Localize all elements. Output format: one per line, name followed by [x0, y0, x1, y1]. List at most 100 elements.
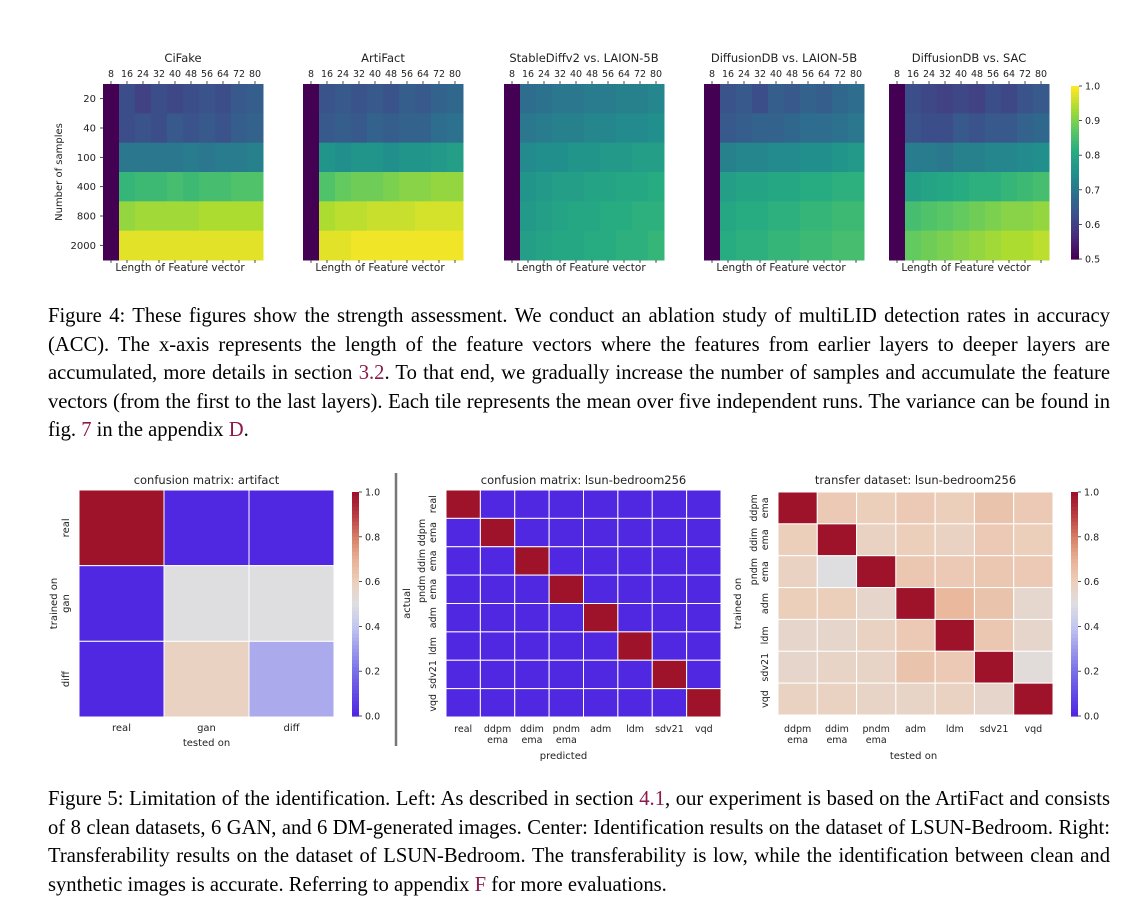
- heatmap-cell: [351, 172, 368, 202]
- matrix-cell: [583, 688, 619, 718]
- matrix-cell: [479, 574, 516, 604]
- x-tick-label: 16: [907, 69, 919, 80]
- heatmap-title: StableDiffv2 vs. LAION-5B: [509, 51, 658, 65]
- heatmap-cell: [1001, 201, 1018, 232]
- colorbar-segment: [1071, 589, 1078, 594]
- x-tick-label: 32: [353, 69, 365, 80]
- heatmap-cell: [447, 172, 464, 202]
- figure-ref-link[interactable]: 7: [81, 419, 92, 442]
- colorbar-segment: [1071, 566, 1078, 571]
- colorbar-segment: [1071, 660, 1078, 665]
- heatmap-cell: [167, 172, 184, 202]
- heatmap-cell: [784, 230, 801, 261]
- section-ref-link[interactable]: 3.2: [358, 362, 385, 385]
- matrix-cell: [895, 618, 936, 652]
- heatmap-cell: [199, 201, 216, 232]
- colorbar: 1.0 0.9 0.8 0.7 0.6 0.5: [1071, 82, 1100, 266]
- x-tick-label: 80: [650, 69, 662, 80]
- matrix-cell: [445, 517, 481, 548]
- colorbar-segment: [352, 559, 359, 564]
- matrix-cell: [514, 659, 550, 690]
- appendix-ref-link[interactable]: D: [228, 419, 244, 442]
- heatmap-cell: [768, 230, 785, 261]
- heatmap-cell: [447, 230, 464, 261]
- colorbar-segment: [1071, 158, 1079, 162]
- colorbar-segment: [352, 682, 359, 687]
- colorbar-segment: [1071, 611, 1078, 616]
- y-tick-label: adm: [428, 607, 439, 628]
- x-axis-label: Length of Feature vector: [115, 262, 245, 274]
- colorbar-segment: [1071, 544, 1078, 549]
- heatmap-cell: [889, 201, 906, 232]
- heatmap-cell: [151, 201, 168, 232]
- colorbar-segment: [1071, 247, 1079, 251]
- matrix-cell: [248, 640, 335, 718]
- matrix-cell: [973, 650, 1015, 684]
- x-tick-label: 72: [834, 69, 846, 80]
- heatmap-cell: [383, 230, 400, 261]
- matrix-cell: [163, 489, 250, 567]
- x-tick-label: diff: [283, 723, 300, 734]
- heatmap-cell: [552, 113, 569, 144]
- x-tick-label: ldm: [626, 724, 644, 735]
- matrix-cell: [686, 603, 722, 633]
- colorbar-segment: [1071, 244, 1079, 249]
- heatmap-cell: [399, 113, 416, 144]
- y-tick-label: sdv21: [428, 660, 439, 689]
- matrix-cell: [445, 659, 481, 690]
- heatmap-cell: [135, 230, 152, 261]
- heatmap-cell: [167, 113, 184, 144]
- heatmap-cell: [921, 113, 938, 144]
- heatmap-cell: [231, 201, 248, 232]
- heatmap-cell: [832, 142, 849, 173]
- colorbar-segment: [352, 521, 359, 527]
- matrix-cell: [856, 523, 897, 557]
- colorbar-segment: [1071, 503, 1078, 508]
- x-tick-label: 64: [417, 69, 429, 80]
- heatmap-cell: [1033, 201, 1050, 232]
- heatmap-cell: [704, 172, 721, 202]
- colorbar-segment: [1071, 521, 1078, 527]
- matrix-cell: [445, 489, 481, 519]
- matrix-cell: [1013, 523, 1054, 557]
- colorbar-segment: [1071, 175, 1079, 179]
- heatmap-cell: [848, 230, 865, 261]
- colorbar-segment: [1071, 155, 1079, 159]
- heatmap-cell: [351, 201, 368, 232]
- colorbar-segment: [1071, 178, 1079, 182]
- section-ref-link[interactable]: 4.1: [639, 788, 665, 810]
- y-tick-label: 400: [77, 182, 96, 193]
- heatmap-cell: [616, 230, 633, 261]
- heatmap-cell: [648, 230, 665, 261]
- x-tick-label: 8: [894, 69, 900, 80]
- matrix-cell: [548, 517, 584, 548]
- matrix-cell: [548, 574, 584, 604]
- y-tick-label: real: [61, 518, 72, 537]
- matrix-cell: [479, 659, 516, 690]
- appendix-ref-link[interactable]: F: [474, 873, 487, 896]
- heatmap-cell: [848, 84, 865, 114]
- matrix-title: confusion matrix: lsun-bedroom256: [481, 473, 686, 487]
- x-tick-label: 16: [722, 69, 734, 80]
- colorbar-segment: [352, 581, 359, 586]
- matrix-cell: [686, 659, 722, 690]
- colorbar-segment: [352, 630, 359, 635]
- x-tick-label: 8: [509, 69, 515, 80]
- matrix-cell: [514, 631, 550, 661]
- heatmap-cell: [985, 142, 1002, 173]
- heatmap-cell: [969, 113, 986, 144]
- matrix-cell: [816, 682, 858, 716]
- colorbar-segment: [352, 645, 359, 650]
- heatmap-cell: [319, 230, 336, 261]
- colorbar-segment: [1071, 604, 1078, 609]
- heatmap-cell: [1001, 172, 1018, 202]
- matrix-cell: [1013, 555, 1054, 589]
- figure4-caption: Figure 4: These figures show the strengt…: [48, 305, 1110, 442]
- colorbar-segment: [352, 600, 359, 605]
- colorbar-segment: [1071, 172, 1079, 176]
- colorbar-segment: [1071, 510, 1078, 515]
- matrix-cell: [617, 546, 653, 576]
- heatmap-cell: [431, 113, 448, 144]
- heatmap-cell: [736, 172, 753, 202]
- heatmap-cell: [351, 113, 368, 144]
